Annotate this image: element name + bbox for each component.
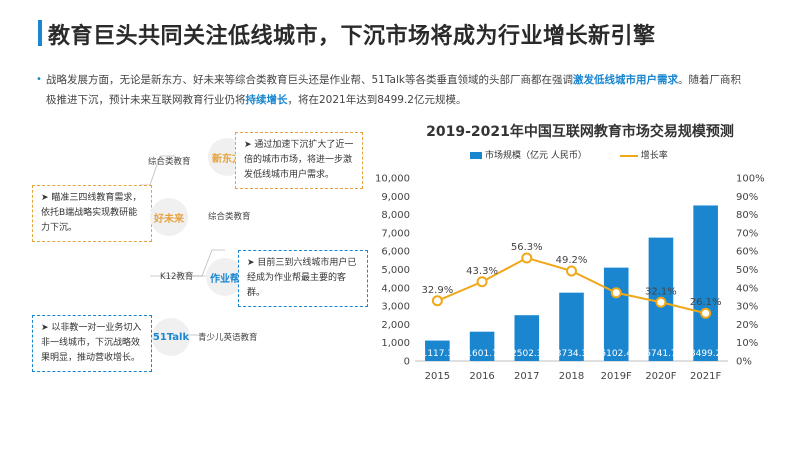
bar-value-label: 1601.7 xyxy=(466,349,498,359)
legend-line-label: 增长率 xyxy=(640,151,668,161)
growth-rate-point xyxy=(431,295,443,307)
x-tick-label: 2019F xyxy=(601,371,632,382)
hwl-note-box: ➤ 瞄准三四线教育需求，依托B端战略实现教研能力下沉。 xyxy=(32,185,152,242)
bar xyxy=(559,292,584,361)
growth-rate-label: 56.3% xyxy=(511,242,543,253)
growth-rate-label: 49.2% xyxy=(556,255,588,266)
y-left-tick-label: 2,000 xyxy=(381,320,410,331)
company-diagram: 综合类教育 新东方 ➤ 通过加速下沉扩大了近一倍的城市市场，将进一步激发低线城市… xyxy=(20,120,380,400)
growth-rate-point xyxy=(566,265,577,277)
growth-rate-label: 32.9% xyxy=(421,285,453,296)
xdf-note-box: ➤ 通过加速下沉扩大了近一倍的城市市场，将进一步激发低线城市用户需求。 xyxy=(235,132,363,189)
y-right-tick-label: 40% xyxy=(736,283,758,294)
bar xyxy=(469,331,495,361)
y-right-tick-label: 20% xyxy=(736,320,758,331)
x-tick-label: 2017 xyxy=(514,371,539,382)
y-left-tick-label: 9,000 xyxy=(381,192,410,203)
y-left-tick-label: 5,000 xyxy=(381,265,410,276)
growth-rate-point xyxy=(476,276,488,288)
y-left-tick-label: 10,000 xyxy=(375,174,410,185)
bullet-dot-icon: • xyxy=(36,74,42,85)
y-right-tick-label: 70% xyxy=(736,228,758,239)
y-left-tick-label: 7,000 xyxy=(381,228,410,239)
51talk-type-label: 青少儿英语教育 xyxy=(198,333,258,343)
x-tick-label: 2020F xyxy=(645,371,676,382)
growth-rate-point xyxy=(700,307,712,319)
summary-text-2: 。随着厂商积极推进下沉，预计未来互联网教育行业仍将 xyxy=(46,74,741,106)
bar-value-label: 1117.3 xyxy=(422,349,454,359)
summary-highlight-1: 激发低线城市用户需求 xyxy=(572,74,678,86)
xdf-type-label: 综合类教育 xyxy=(148,157,191,167)
page-title: 教育巨头共同关注低线城市，下沉市场将成为行业增长新引擎 xyxy=(48,24,656,49)
y-left-tick-label: 3,000 xyxy=(381,302,410,313)
bar-value-label: 5102.4 xyxy=(600,349,632,359)
chart-legend: 市场规模（亿元 人民币） 增长率 xyxy=(470,148,668,161)
legend-bar-swatch xyxy=(470,152,482,159)
zyb-note-text: 目前三到六线城市用户已经成为作业帮最主要的客群。 xyxy=(247,258,357,298)
legend-bar-label: 市场规模（亿元 人民币） xyxy=(485,151,587,161)
y-left-tick-label: 8,000 xyxy=(381,210,410,221)
x-tick-label: 2021F xyxy=(690,371,721,382)
y-left-tick-label: 0 xyxy=(404,357,410,368)
bar xyxy=(514,315,540,361)
legend-line-swatch xyxy=(619,154,638,157)
y-right-tick-label: 60% xyxy=(736,247,758,258)
y-left-tick-label: 1,000 xyxy=(381,338,410,349)
title-accent-bar xyxy=(38,20,42,46)
growth-rate-label: 26.1% xyxy=(690,297,722,308)
hwl-note-text: 瞄准三四线教育需求，依托B端战略实现教研能力下沉。 xyxy=(41,193,142,233)
y-left-tick-label: 4,000 xyxy=(381,283,410,294)
51talk-note-text: 以非教一对一业务切入非一线城市，下沉战略效果明显，推动营收增长。 xyxy=(41,323,142,363)
summary-text-3: ，将在2021年达到8499.2亿元规模。 xyxy=(287,94,467,106)
bar xyxy=(603,267,629,361)
y-right-tick-label: 30% xyxy=(736,302,758,313)
summary-highlight-2: 持续增长 xyxy=(245,94,288,106)
summary-text-1: 战略发展方面，无论是新东方、好未来等综合类教育巨头还是作业帮、51Talk等各类… xyxy=(46,74,573,86)
growth-rate-label: 32.1% xyxy=(645,286,677,297)
bar-value-label: 6741.7 xyxy=(645,349,677,359)
zyb-logo: 作业帮 xyxy=(206,258,244,296)
y-right-tick-label: 10% xyxy=(736,338,758,349)
bar xyxy=(425,340,450,361)
market-chart: 2019-2021年中国互联网教育市场交易规模预测 市场规模（亿元 人民币） 增… xyxy=(370,115,790,415)
zyb-note-box: ➤ 目前三到六线城市用户已经成为作业帮最主要的客群。 xyxy=(238,250,368,307)
y-right-tick-label: 80% xyxy=(736,210,758,221)
y-right-tick-label: 50% xyxy=(736,265,758,276)
summary-paragraph: • 战略发展方面，无论是新东方、好未来等综合类教育巨头还是作业帮、51Talk等… xyxy=(36,70,746,110)
y-left-tick-label: 6,000 xyxy=(381,247,410,258)
xdf-note-text: 通过加速下沉扩大了近一倍的城市市场，将进一步激发低线城市用户需求。 xyxy=(244,140,354,180)
chart-title: 2019-2021年中国互联网教育市场交易规模预测 xyxy=(426,124,734,140)
zyb-type-label: K12教育 xyxy=(160,272,194,282)
hwl-logo: 好未来 xyxy=(150,198,188,236)
y-right-tick-label: 100% xyxy=(736,174,765,185)
hwl-type-label: 综合类教育 xyxy=(208,212,251,222)
x-tick-label: 2015 xyxy=(425,371,450,382)
growth-rate-point xyxy=(655,296,667,308)
51talk-logo: 51Talk xyxy=(152,318,190,356)
bar-value-label: 2502.3 xyxy=(511,349,543,359)
x-tick-label: 2016 xyxy=(469,371,494,382)
growth-rate-point xyxy=(521,252,533,264)
bar-value-label: 3734.3 xyxy=(556,349,588,359)
y-right-tick-label: 90% xyxy=(736,192,758,203)
growth-rate-label: 43.3% xyxy=(466,266,498,277)
growth-rate-point xyxy=(610,287,622,299)
bar-value-label: 8499.2 xyxy=(690,349,722,359)
bar xyxy=(693,205,718,361)
51talk-note-box: ➤ 以非教一对一业务切入非一线城市，下沉战略效果明显，推动营收增长。 xyxy=(32,315,152,372)
x-tick-label: 2018 xyxy=(559,371,584,382)
y-right-tick-label: 0% xyxy=(736,357,752,368)
chart-plot: 0 1,000 2,000 3,000 4,000 5,000 6,000 7,000 8,00… xyxy=(375,174,765,383)
